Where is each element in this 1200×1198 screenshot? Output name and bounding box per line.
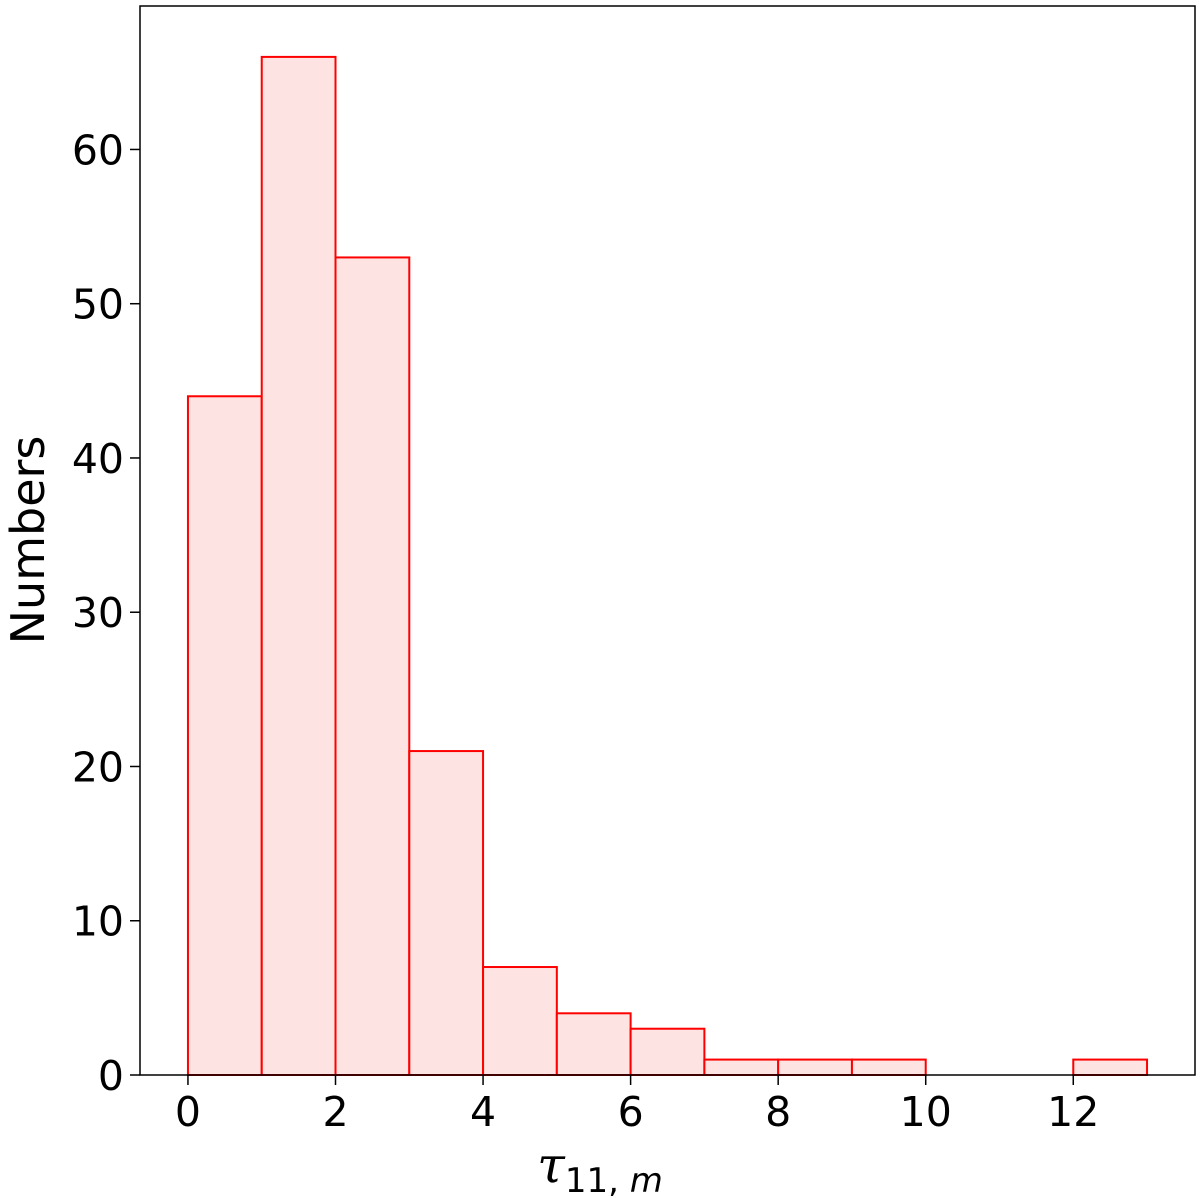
x-tick-label: 12 <box>1047 1088 1099 1136</box>
histogram-bar <box>334 256 411 1076</box>
y-tick-label: 60 <box>72 126 124 174</box>
y-axis-ticks: 0 10 20 30 40 50 60 <box>72 126 140 1100</box>
x-tick-label: 10 <box>900 1088 952 1136</box>
x-axis-label-symbol: τ <box>537 1136 566 1194</box>
histogram-bar <box>629 1027 706 1076</box>
y-axis-label: Numbers <box>1 436 55 645</box>
x-axis-label: τ11, m <box>537 1136 663 1198</box>
x-tick-label: 6 <box>618 1088 644 1136</box>
plot-frame <box>139 5 1196 1076</box>
histogram-bar <box>1072 1058 1149 1077</box>
histogram-bar <box>703 1058 780 1077</box>
y-tick-label: 10 <box>72 898 124 946</box>
histogram-bar <box>555 1012 632 1076</box>
x-axis-ticks: 0 2 4 6 8 10 12 <box>175 1075 1099 1136</box>
y-tick-label: 50 <box>72 281 124 329</box>
x-tick-label: 4 <box>470 1088 496 1136</box>
x-axis-label-subscript: 11, <box>565 1161 619 1198</box>
histogram-bar <box>186 395 263 1076</box>
histogram-bar <box>408 750 485 1076</box>
histogram-bar <box>850 1058 927 1077</box>
y-tick-label: 0 <box>98 1052 124 1100</box>
y-tick-label: 40 <box>72 435 124 483</box>
bars-group <box>186 55 1149 1077</box>
y-tick-label: 20 <box>72 743 124 791</box>
y-tick-label: 30 <box>72 589 124 637</box>
histogram-bar <box>260 55 337 1076</box>
x-tick-label: 2 <box>322 1088 348 1136</box>
histogram-bar <box>482 966 558 1076</box>
histogram-bar <box>777 1058 853 1077</box>
x-tick-label: 0 <box>175 1088 201 1136</box>
x-axis-label-subscript-italic: m <box>619 1161 663 1198</box>
x-tick-label: 8 <box>765 1088 791 1136</box>
